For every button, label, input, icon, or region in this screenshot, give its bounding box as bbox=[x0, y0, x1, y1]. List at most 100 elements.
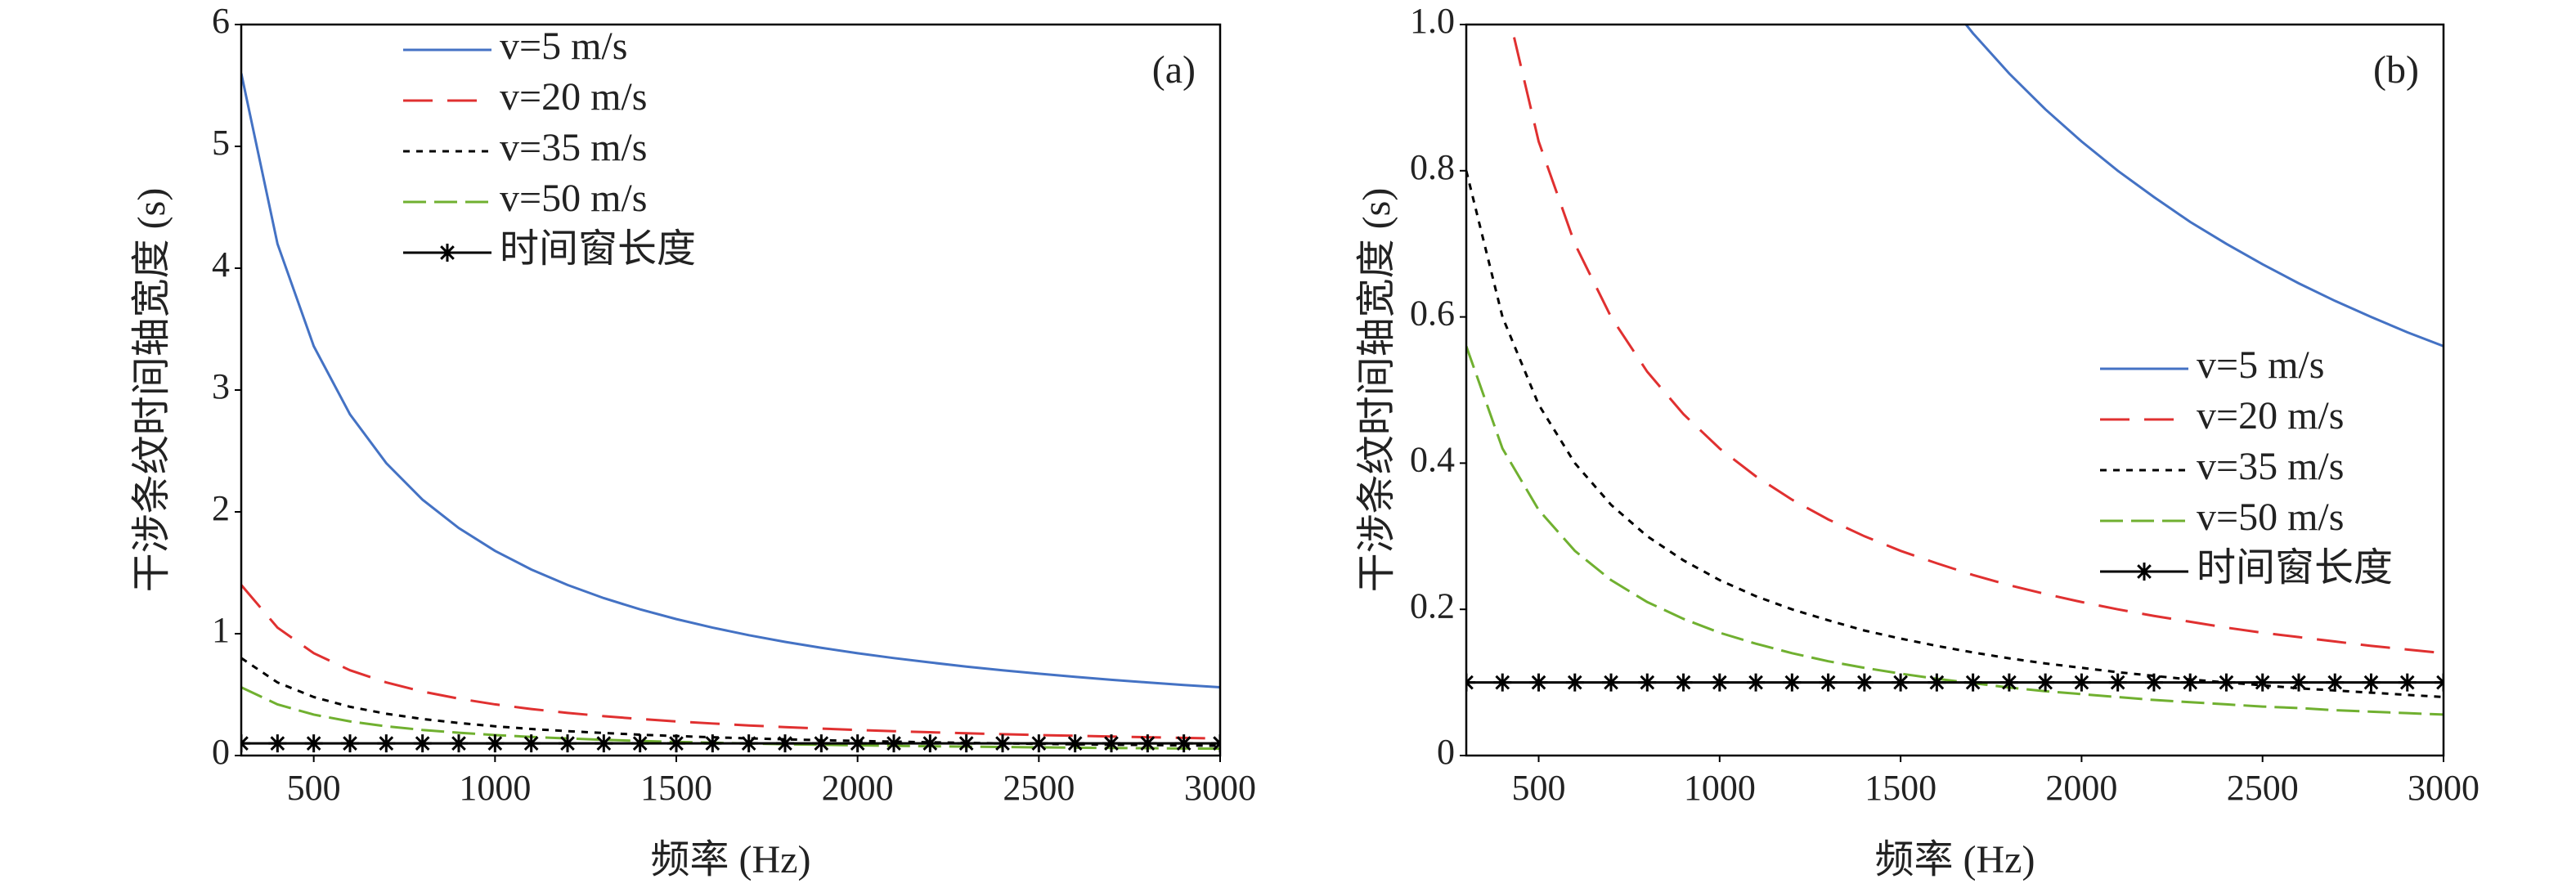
marker bbox=[2036, 673, 2055, 692]
marker bbox=[2362, 673, 2381, 692]
legend-label: v=50 m/s bbox=[2197, 496, 2344, 539]
legend-label: v=35 m/s bbox=[500, 126, 647, 169]
marker bbox=[377, 734, 396, 753]
marker bbox=[1174, 734, 1193, 753]
legend-label: v=20 m/s bbox=[2197, 394, 2344, 437]
marker bbox=[1710, 673, 1729, 692]
marker bbox=[304, 734, 323, 753]
marker bbox=[1102, 734, 1120, 753]
marker bbox=[2253, 673, 2272, 692]
marker bbox=[2144, 673, 2163, 692]
marker bbox=[1783, 673, 1802, 692]
y-tick-label: 0.6 bbox=[1410, 294, 1455, 334]
marker bbox=[1819, 673, 1838, 692]
marker bbox=[1066, 734, 1084, 753]
legend-label: 时间窗长度 bbox=[2197, 546, 2393, 590]
legend-label: v=20 m/s bbox=[500, 75, 647, 119]
y-tick-label: 0 bbox=[212, 732, 230, 772]
x-tick-label: 500 bbox=[1512, 768, 1566, 808]
annotation: (b) bbox=[2373, 48, 2419, 92]
marker bbox=[2217, 673, 2236, 692]
legend-label: v=35 m/s bbox=[2197, 445, 2344, 488]
legend-label: v=5 m/s bbox=[2197, 343, 2324, 387]
y-tick-label: 4 bbox=[212, 244, 230, 285]
marker bbox=[1529, 673, 1548, 692]
x-tick-label: 2500 bbox=[1003, 768, 1075, 808]
y-tick-label: 0.8 bbox=[1410, 147, 1455, 187]
series-line bbox=[1510, 25, 2444, 655]
marker bbox=[1747, 673, 1766, 692]
series-line bbox=[241, 584, 1220, 740]
marker bbox=[1602, 673, 1621, 692]
legend-label: v=50 m/s bbox=[500, 177, 647, 220]
x-tick-label: 1500 bbox=[640, 768, 712, 808]
series-line bbox=[241, 686, 1220, 751]
y-tick-label: 5 bbox=[212, 123, 230, 163]
x-tick-label: 2500 bbox=[2227, 768, 2299, 808]
x-axis-label: 频率 (Hz) bbox=[1875, 838, 2035, 881]
marker bbox=[1138, 734, 1157, 753]
series-line bbox=[1466, 170, 2444, 698]
legend-marker bbox=[438, 244, 456, 262]
marker bbox=[268, 734, 287, 753]
marker bbox=[595, 734, 613, 753]
plot-frame bbox=[240, 23, 1222, 757]
marker bbox=[2398, 673, 2417, 692]
plot-area bbox=[241, 73, 1220, 753]
marker bbox=[1963, 673, 1982, 692]
x-tick-label: 2000 bbox=[2045, 768, 2117, 808]
y-tick-label: 1 bbox=[212, 610, 230, 650]
x-tick-label: 3000 bbox=[2408, 768, 2480, 808]
x-tick-label: 3000 bbox=[1184, 768, 1256, 808]
marker bbox=[848, 734, 867, 753]
x-tick-label: 2000 bbox=[822, 768, 894, 808]
marker bbox=[1892, 673, 1910, 692]
marker bbox=[1999, 673, 2018, 692]
marker bbox=[703, 734, 722, 753]
legend-label: v=5 m/s bbox=[500, 25, 627, 68]
marker bbox=[1638, 673, 1657, 692]
marker bbox=[631, 734, 649, 753]
y-tick-label: 6 bbox=[212, 1, 230, 41]
series-line bbox=[1964, 25, 2444, 348]
marker bbox=[885, 734, 903, 753]
annotation: (a) bbox=[1152, 48, 1196, 92]
y-axis-label: 干涉条纹时间轴宽度 (s) bbox=[1355, 188, 1398, 593]
series-line bbox=[241, 73, 1220, 689]
marker bbox=[2181, 673, 2200, 692]
marker bbox=[1928, 673, 1946, 692]
marker bbox=[522, 734, 541, 753]
legend-marker bbox=[2135, 563, 2153, 581]
marker bbox=[1855, 673, 1874, 692]
marker bbox=[559, 734, 577, 753]
x-axis-label: 频率 (Hz) bbox=[651, 838, 811, 881]
x-tick-label: 1000 bbox=[1684, 768, 1756, 808]
x-tick-label: 1500 bbox=[1865, 768, 1936, 808]
marker bbox=[413, 734, 432, 753]
marker bbox=[1493, 673, 1512, 692]
marker bbox=[341, 734, 359, 753]
marker bbox=[2326, 673, 2345, 692]
y-tick-label: 0.2 bbox=[1410, 585, 1455, 626]
series-line bbox=[1466, 345, 2444, 716]
marker bbox=[2289, 673, 2308, 692]
y-axis-label: 干涉条纹时间轴宽度 (s) bbox=[130, 188, 173, 593]
marker bbox=[1565, 673, 1584, 692]
marker bbox=[957, 734, 976, 753]
marker bbox=[921, 734, 940, 753]
series-line bbox=[241, 657, 1220, 747]
marker bbox=[667, 734, 685, 753]
x-tick-label: 1000 bbox=[459, 768, 531, 808]
marker bbox=[1674, 673, 1693, 692]
y-tick-label: 1.0 bbox=[1410, 1, 1455, 41]
marker bbox=[776, 734, 794, 753]
legend-label: 时间窗长度 bbox=[500, 227, 696, 271]
x-tick-label: 500 bbox=[287, 768, 341, 808]
y-tick-label: 0 bbox=[1437, 732, 1455, 772]
marker bbox=[2108, 673, 2127, 692]
marker bbox=[2072, 673, 2091, 692]
y-tick-label: 2 bbox=[212, 488, 230, 528]
plot-area bbox=[1466, 25, 2444, 716]
